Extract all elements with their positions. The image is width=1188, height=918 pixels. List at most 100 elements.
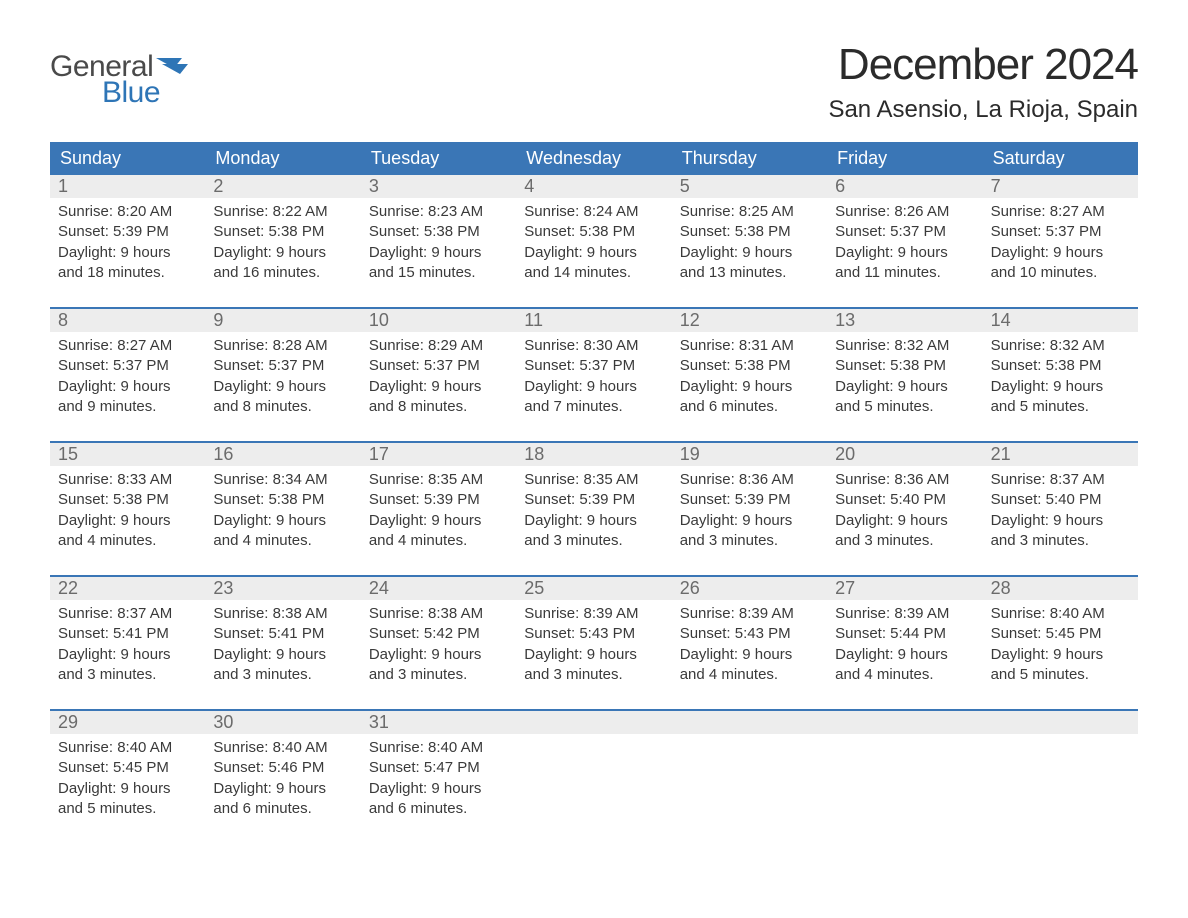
week-spacer (50, 427, 1138, 441)
calendar-day-cell: 28Sunrise: 8:40 AMSunset: 5:45 PMDayligh… (983, 577, 1138, 695)
daylight-line: Daylight: 9 hours and 9 minutes. (58, 377, 197, 418)
day-number: 28 (983, 577, 1138, 600)
day-number: 11 (516, 309, 671, 332)
calendar-page: General Blue December 2024 San Asensio, … (0, 0, 1188, 879)
weekday-header: Wednesday (516, 142, 671, 175)
sunset-line: Sunset: 5:37 PM (835, 222, 974, 242)
calendar-week: 22Sunrise: 8:37 AMSunset: 5:41 PMDayligh… (50, 575, 1138, 695)
sunrise-line: Sunrise: 8:38 AM (213, 604, 352, 624)
day-number: 7 (983, 175, 1138, 198)
daylight-line: Daylight: 9 hours and 3 minutes. (835, 511, 974, 552)
calendar-week: 15Sunrise: 8:33 AMSunset: 5:38 PMDayligh… (50, 441, 1138, 561)
day-number: 5 (672, 175, 827, 198)
sunrise-line: Sunrise: 8:30 AM (524, 336, 663, 356)
daylight-line: Daylight: 9 hours and 18 minutes. (58, 243, 197, 284)
location-label: San Asensio, La Rioja, Spain (828, 96, 1138, 124)
day-number (516, 711, 671, 734)
sunrise-line: Sunrise: 8:24 AM (524, 202, 663, 222)
calendar-day-cell: 30Sunrise: 8:40 AMSunset: 5:46 PMDayligh… (205, 711, 360, 829)
sunset-line: Sunset: 5:39 PM (680, 490, 819, 510)
sunset-line: Sunset: 5:37 PM (524, 356, 663, 376)
day-details: Sunrise: 8:40 AMSunset: 5:45 PMDaylight:… (50, 734, 205, 825)
sunset-line: Sunset: 5:43 PM (524, 624, 663, 644)
sunrise-line: Sunrise: 8:27 AM (58, 336, 197, 356)
sunset-line: Sunset: 5:37 PM (58, 356, 197, 376)
sunset-line: Sunset: 5:38 PM (524, 222, 663, 242)
calendar-day-cell: 27Sunrise: 8:39 AMSunset: 5:44 PMDayligh… (827, 577, 982, 695)
calendar-day-cell: 2Sunrise: 8:22 AMSunset: 5:38 PMDaylight… (205, 175, 360, 293)
sunrise-line: Sunrise: 8:20 AM (58, 202, 197, 222)
calendar-day-cell (516, 711, 671, 829)
daylight-line: Daylight: 9 hours and 16 minutes. (213, 243, 352, 284)
day-number: 26 (672, 577, 827, 600)
sunrise-line: Sunrise: 8:35 AM (524, 470, 663, 490)
day-details: Sunrise: 8:37 AMSunset: 5:40 PMDaylight:… (983, 466, 1138, 557)
day-details: Sunrise: 8:26 AMSunset: 5:37 PMDaylight:… (827, 198, 982, 289)
daylight-line: Daylight: 9 hours and 3 minutes. (58, 645, 197, 686)
calendar-day-cell: 4Sunrise: 8:24 AMSunset: 5:38 PMDaylight… (516, 175, 671, 293)
weekday-header: Monday (205, 142, 360, 175)
day-number: 2 (205, 175, 360, 198)
sunset-line: Sunset: 5:39 PM (58, 222, 197, 242)
sunset-line: Sunset: 5:38 PM (991, 356, 1130, 376)
day-number: 20 (827, 443, 982, 466)
day-details: Sunrise: 8:29 AMSunset: 5:37 PMDaylight:… (361, 332, 516, 423)
day-details: Sunrise: 8:39 AMSunset: 5:44 PMDaylight:… (827, 600, 982, 691)
daylight-line: Daylight: 9 hours and 10 minutes. (991, 243, 1130, 284)
daylight-line: Daylight: 9 hours and 8 minutes. (369, 377, 508, 418)
sunrise-line: Sunrise: 8:40 AM (58, 738, 197, 758)
day-details: Sunrise: 8:27 AMSunset: 5:37 PMDaylight:… (50, 332, 205, 423)
sunset-line: Sunset: 5:37 PM (369, 356, 508, 376)
daylight-line: Daylight: 9 hours and 3 minutes. (369, 645, 508, 686)
day-details: Sunrise: 8:40 AMSunset: 5:46 PMDaylight:… (205, 734, 360, 825)
calendar-day-cell: 7Sunrise: 8:27 AMSunset: 5:37 PMDaylight… (983, 175, 1138, 293)
calendar-day-cell: 6Sunrise: 8:26 AMSunset: 5:37 PMDaylight… (827, 175, 982, 293)
daylight-line: Daylight: 9 hours and 3 minutes. (524, 511, 663, 552)
daylight-line: Daylight: 9 hours and 6 minutes. (680, 377, 819, 418)
day-number: 4 (516, 175, 671, 198)
sunrise-line: Sunrise: 8:33 AM (58, 470, 197, 490)
brand-logo: General Blue (50, 50, 192, 110)
day-details: Sunrise: 8:38 AMSunset: 5:42 PMDaylight:… (361, 600, 516, 691)
daylight-line: Daylight: 9 hours and 4 minutes. (58, 511, 197, 552)
calendar-day-cell (672, 711, 827, 829)
day-details: Sunrise: 8:40 AMSunset: 5:47 PMDaylight:… (361, 734, 516, 825)
day-details: Sunrise: 8:27 AMSunset: 5:37 PMDaylight:… (983, 198, 1138, 289)
week-spacer (50, 695, 1138, 709)
weekday-header: Tuesday (361, 142, 516, 175)
day-number: 3 (361, 175, 516, 198)
calendar-day-cell: 22Sunrise: 8:37 AMSunset: 5:41 PMDayligh… (50, 577, 205, 695)
sunrise-line: Sunrise: 8:37 AM (991, 470, 1130, 490)
sunset-line: Sunset: 5:42 PM (369, 624, 508, 644)
calendar-day-cell: 17Sunrise: 8:35 AMSunset: 5:39 PMDayligh… (361, 443, 516, 561)
day-number: 21 (983, 443, 1138, 466)
sunrise-line: Sunrise: 8:32 AM (991, 336, 1130, 356)
flag-icon (156, 54, 192, 81)
calendar-day-cell: 31Sunrise: 8:40 AMSunset: 5:47 PMDayligh… (361, 711, 516, 829)
sunset-line: Sunset: 5:40 PM (835, 490, 974, 510)
daylight-line: Daylight: 9 hours and 8 minutes. (213, 377, 352, 418)
calendar-week: 1Sunrise: 8:20 AMSunset: 5:39 PMDaylight… (50, 175, 1138, 293)
sunset-line: Sunset: 5:38 PM (58, 490, 197, 510)
daylight-line: Daylight: 9 hours and 3 minutes. (213, 645, 352, 686)
day-number: 12 (672, 309, 827, 332)
sunset-line: Sunset: 5:37 PM (213, 356, 352, 376)
day-number: 17 (361, 443, 516, 466)
calendar-day-cell: 1Sunrise: 8:20 AMSunset: 5:39 PMDaylight… (50, 175, 205, 293)
sunrise-line: Sunrise: 8:39 AM (835, 604, 974, 624)
weekday-header: Sunday (50, 142, 205, 175)
daylight-line: Daylight: 9 hours and 4 minutes. (213, 511, 352, 552)
daylight-line: Daylight: 9 hours and 5 minutes. (835, 377, 974, 418)
day-number: 19 (672, 443, 827, 466)
day-number: 25 (516, 577, 671, 600)
sunset-line: Sunset: 5:38 PM (680, 222, 819, 242)
sunrise-line: Sunrise: 8:37 AM (58, 604, 197, 624)
weekday-header: Saturday (983, 142, 1138, 175)
weekday-header: Friday (827, 142, 982, 175)
day-details: Sunrise: 8:22 AMSunset: 5:38 PMDaylight:… (205, 198, 360, 289)
day-number: 18 (516, 443, 671, 466)
day-details: Sunrise: 8:33 AMSunset: 5:38 PMDaylight:… (50, 466, 205, 557)
day-details: Sunrise: 8:39 AMSunset: 5:43 PMDaylight:… (672, 600, 827, 691)
day-number: 6 (827, 175, 982, 198)
daylight-line: Daylight: 9 hours and 5 minutes. (991, 377, 1130, 418)
